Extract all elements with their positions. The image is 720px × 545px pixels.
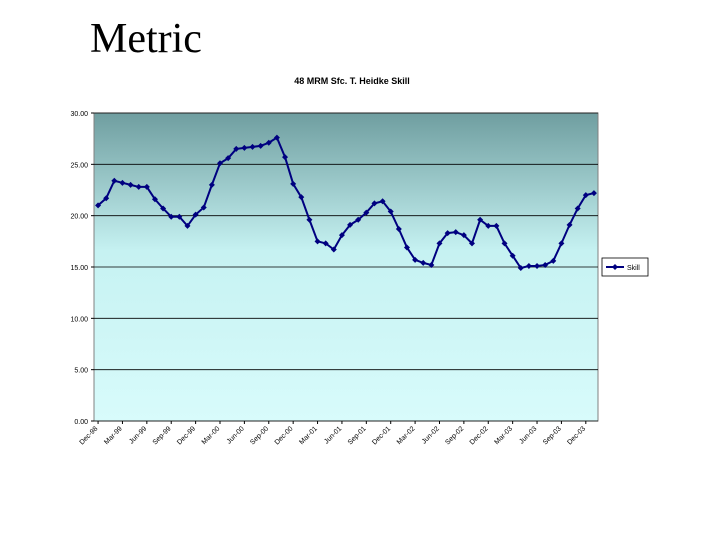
y-tick-label: 5.00	[74, 368, 88, 375]
x-tick-label: Sep-01	[347, 425, 368, 446]
point	[371, 200, 378, 207]
x-tick-label: Mar-01	[298, 425, 319, 446]
x-tick-label: Dec-03	[566, 425, 587, 446]
point	[558, 240, 565, 247]
x-tick-label: Mar-99	[103, 425, 124, 446]
point	[200, 204, 207, 211]
point	[143, 183, 150, 190]
point	[444, 230, 451, 237]
point	[111, 177, 118, 184]
x-tick-label: Mar-03	[493, 425, 514, 446]
point	[525, 262, 532, 269]
point	[298, 194, 305, 201]
point	[249, 143, 256, 150]
point	[290, 180, 297, 187]
point	[135, 183, 142, 190]
legend-label: Skill	[627, 265, 640, 272]
x-tick-label: Sep-03	[542, 425, 563, 446]
point	[387, 208, 394, 215]
point	[436, 240, 443, 247]
point	[192, 211, 199, 218]
x-tick-label: Mar-00	[201, 425, 222, 446]
x-tick-label: Dec-01	[371, 425, 392, 446]
x-tick-label: Mar-02	[396, 425, 417, 446]
point	[493, 222, 500, 229]
point	[574, 205, 581, 212]
x-tick-label: Dec-99	[176, 425, 197, 446]
point	[95, 202, 102, 209]
point	[151, 196, 158, 203]
y-tick-label: 10.00	[70, 316, 88, 323]
x-tick-label: Sep-00	[249, 425, 270, 446]
point	[233, 145, 240, 152]
point	[265, 139, 272, 146]
point	[428, 261, 435, 268]
point	[460, 232, 467, 239]
point	[550, 257, 557, 264]
x-tick-label: Jun-02	[421, 425, 441, 445]
x-tick-label: Jun-03	[518, 425, 538, 445]
y-tick-label: 20.00	[70, 214, 88, 221]
point	[582, 192, 589, 199]
point	[338, 232, 345, 239]
point	[119, 179, 126, 186]
point	[566, 221, 573, 228]
point	[452, 229, 459, 236]
legend-marker	[612, 264, 618, 270]
x-tick-label: Sep-99	[152, 425, 173, 446]
point	[534, 262, 541, 269]
point	[542, 261, 549, 268]
point	[217, 160, 223, 167]
point	[517, 265, 524, 272]
point	[306, 216, 313, 223]
point	[485, 222, 492, 229]
point	[176, 213, 183, 220]
point	[347, 221, 354, 228]
point	[184, 222, 191, 229]
legend-box	[601, 257, 649, 277]
point	[477, 216, 484, 223]
x-tick-label: Jun-99	[128, 425, 148, 445]
point	[590, 190, 597, 197]
point	[208, 181, 215, 188]
point	[355, 216, 362, 223]
chart-title: 48 MRM Sfc. T. Heidke Skill	[294, 76, 410, 86]
x-tick-label: Sep-02	[444, 425, 465, 446]
y-tick-label: 25.00	[70, 162, 88, 169]
slide-title: Metric	[90, 16, 202, 62]
point	[273, 134, 280, 141]
point	[160, 205, 167, 212]
y-tick-label: 0.00	[74, 419, 88, 426]
point	[168, 213, 175, 220]
point	[509, 252, 516, 259]
point	[501, 240, 508, 247]
point	[314, 238, 321, 245]
point	[412, 256, 419, 263]
point	[241, 144, 248, 151]
point	[403, 244, 410, 251]
x-tick-label: Dec-00	[274, 425, 295, 446]
point	[103, 195, 110, 202]
point	[420, 259, 427, 266]
point	[379, 198, 386, 205]
x-tick-label: Dec-02	[469, 425, 490, 446]
point	[469, 240, 475, 247]
x-tick-label: Dec-98	[79, 425, 100, 446]
y-tick-label: 15.00	[70, 265, 88, 272]
point	[257, 142, 264, 149]
point	[225, 155, 232, 162]
point	[395, 226, 402, 233]
point	[363, 209, 370, 216]
point	[127, 181, 134, 188]
x-tick-label: Jun-01	[323, 425, 343, 445]
point	[282, 154, 289, 161]
y-tick-label: 30.00	[70, 111, 88, 118]
point	[330, 246, 337, 253]
x-tick-label: Jun-00	[226, 425, 246, 445]
point	[322, 240, 329, 247]
